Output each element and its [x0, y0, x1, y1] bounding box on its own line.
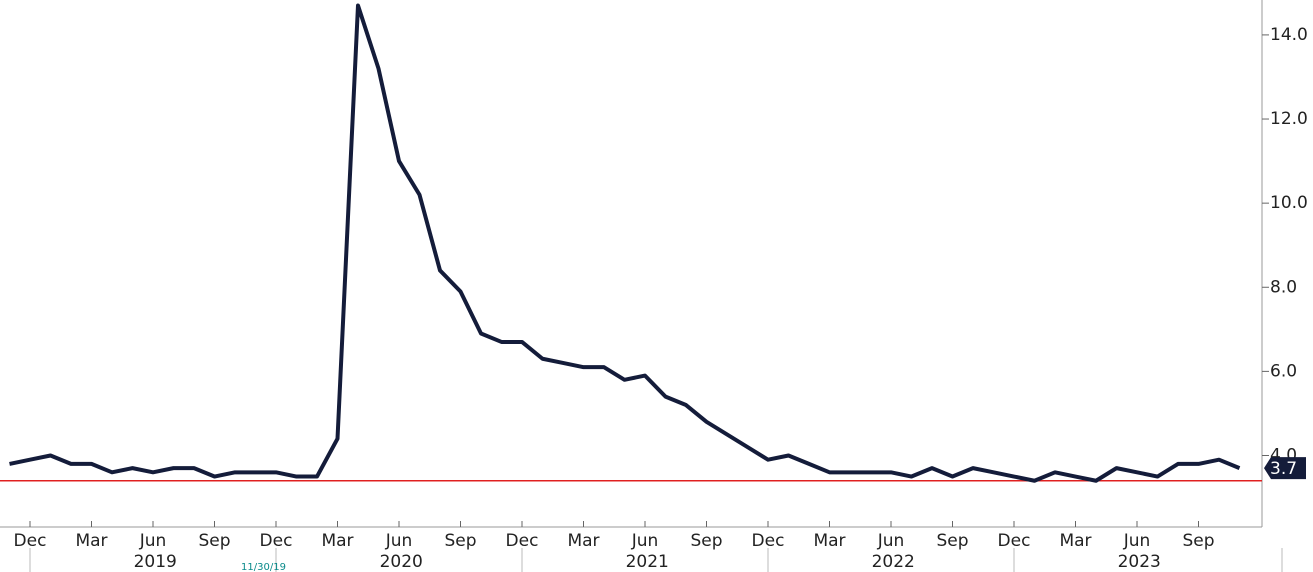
- y-tick-label: 12.0: [1270, 109, 1308, 129]
- x-tick-label: Mar: [75, 531, 107, 551]
- x-tick-label: Sep: [198, 531, 230, 551]
- x-tick-label: Jun: [139, 531, 167, 551]
- annotation: 11/30/19: [241, 562, 286, 572]
- x-tick-label: Jun: [1123, 531, 1151, 551]
- last-value-box: [1264, 457, 1306, 480]
- x-group-label: 2019: [134, 552, 177, 572]
- x-tick-label: Sep: [444, 531, 476, 551]
- x-tick-label: Mar: [321, 531, 353, 551]
- x-tick-label: Jun: [631, 531, 659, 551]
- data-line: [9, 3, 1241, 483]
- x-group-label: 2022: [872, 552, 915, 572]
- y-tick-label: 14.0: [1270, 25, 1308, 45]
- x-group-label: 2021: [626, 552, 669, 572]
- y-tick-label: 6.0: [1270, 361, 1297, 381]
- x-tick-label: Jun: [877, 531, 905, 551]
- y-tick-label: 10.0: [1270, 193, 1308, 213]
- x-tick-label: Dec: [752, 531, 785, 551]
- x-tick-label: Jun: [385, 531, 413, 551]
- y-tick-label: 8.0: [1270, 277, 1297, 297]
- x-group-label: 2023: [1118, 552, 1161, 572]
- x-tick-label: Dec: [998, 531, 1031, 551]
- x-tick-label: Dec: [260, 531, 293, 551]
- x-group-label: 2020: [380, 552, 423, 572]
- x-tick-label: Dec: [506, 531, 539, 551]
- last-value-label: 3.7: [1270, 459, 1297, 479]
- x-tick-label: Mar: [813, 531, 845, 551]
- x-tick-label: Mar: [1059, 531, 1091, 551]
- x-tick-label: Mar: [567, 531, 599, 551]
- x-tick-label: Sep: [1182, 531, 1214, 551]
- x-tick-label: Sep: [936, 531, 968, 551]
- x-tick-label: Sep: [690, 531, 722, 551]
- x-tick-label: Dec: [14, 531, 47, 551]
